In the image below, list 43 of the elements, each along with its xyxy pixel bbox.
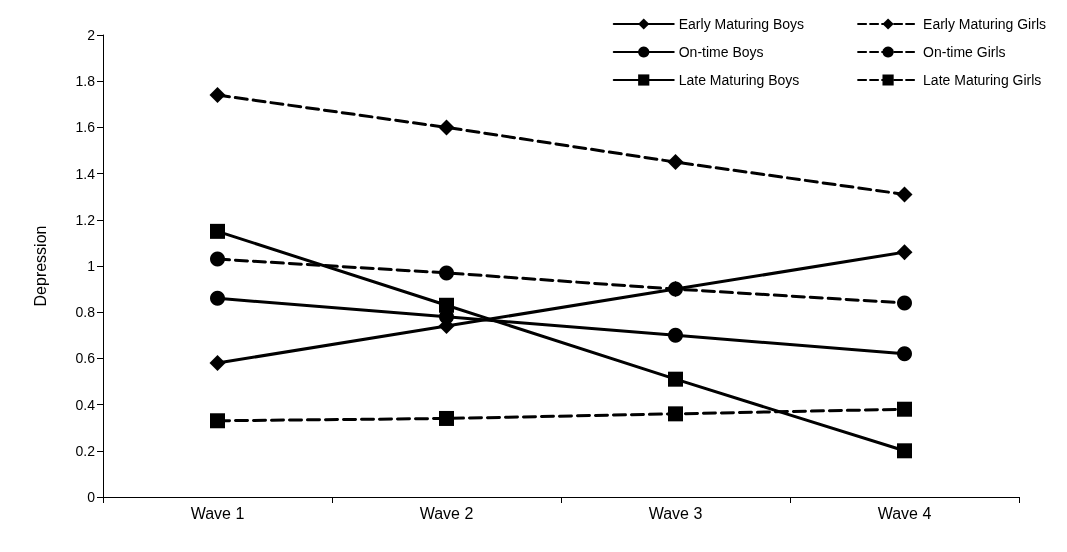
- y-tick-label: 1.8: [75, 73, 96, 90]
- point: [209, 355, 226, 372]
- y-tick-label: 1: [87, 258, 96, 274]
- point: [210, 223, 225, 239]
- legend-label: Late Maturing Girls: [923, 72, 1042, 88]
- y-tick-label: 0.2: [75, 442, 96, 459]
- point: [896, 186, 913, 203]
- point: [896, 244, 913, 261]
- point: [667, 154, 684, 171]
- y-tick-label: 1.2: [75, 211, 96, 228]
- point: [439, 410, 454, 426]
- point: [210, 290, 225, 306]
- legend-label: Late Maturing Boys: [678, 72, 800, 88]
- y-tick-label: 0.4: [75, 396, 96, 413]
- x-tick-label: Wave 1: [190, 504, 245, 522]
- y-tick-label: 0.8: [75, 304, 96, 321]
- point: [668, 406, 683, 422]
- x-tick-label: Wave 4: [877, 504, 932, 522]
- point: [209, 87, 226, 104]
- point: [897, 295, 912, 311]
- y-tick-label: 0.6: [75, 350, 96, 367]
- point: [439, 265, 454, 281]
- legend-label: On-time Boys: [678, 44, 764, 60]
- y-axis-title: Depression: [31, 225, 49, 307]
- y-tick-label: 1.4: [75, 165, 96, 182]
- point: [668, 281, 683, 297]
- y-tick-label: 2: [87, 27, 96, 43]
- legend-label: Early Maturing Boys: [678, 16, 805, 32]
- point: [438, 119, 455, 136]
- point: [210, 251, 225, 267]
- y-tick-label: 0: [87, 489, 96, 505]
- point: [897, 443, 912, 459]
- point: [897, 346, 912, 362]
- point: [439, 297, 454, 313]
- legend-label: Early Maturing Girls: [923, 16, 1046, 32]
- point: [668, 327, 683, 343]
- x-tick-label: Wave 3: [648, 504, 703, 522]
- point: [668, 371, 683, 387]
- legend-label: On-time Girls: [923, 44, 1006, 60]
- x-tick-label: Wave 2: [419, 504, 474, 522]
- y-tick-label: 1.6: [75, 119, 96, 136]
- point: [897, 401, 912, 417]
- point: [210, 413, 225, 429]
